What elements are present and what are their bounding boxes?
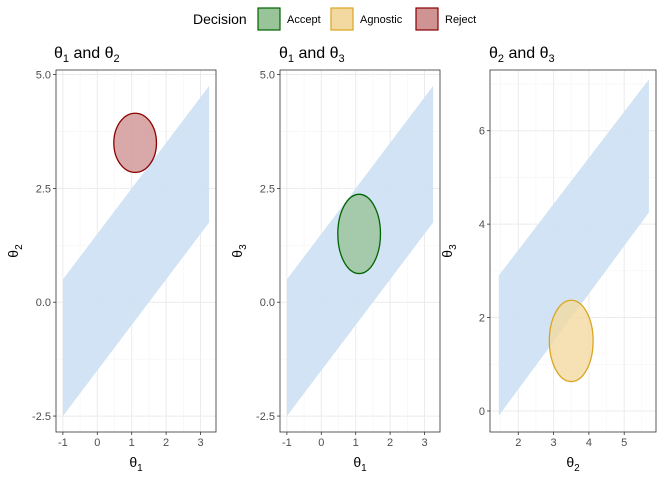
y-axis-label: θ3 (439, 244, 459, 258)
panel-border (55, 69, 217, 433)
panel-title: θ1 and θ2 (54, 45, 120, 65)
panel-title: θ1 and θ3 (279, 45, 345, 65)
y-tick-label: 4 (479, 219, 485, 231)
x-tick-label: 2 (163, 437, 169, 449)
legend-title: Decision (193, 11, 247, 27)
region-ellipse-reject (113, 112, 158, 174)
y-tick-label: 2.5 (260, 183, 275, 195)
y-tick-label: 6 (479, 126, 485, 138)
x-tick-label: 3 (551, 437, 557, 449)
credible-band (62, 85, 210, 417)
y-tick-label: 5.0 (260, 70, 275, 82)
y-tick-label: -2.5 (32, 411, 51, 423)
panel-border (489, 69, 657, 433)
panel-border (279, 69, 441, 433)
legend-key-accept (257, 7, 281, 31)
y-tick-label: 2.5 (36, 183, 51, 195)
legend-label-agnostic: Agnostic (360, 14, 403, 26)
y-axis-label: θ3 (229, 244, 249, 258)
x-tick-label: 0 (318, 437, 324, 449)
panel-1: -1 0 1 2 3 -2.5 0.0 2.5 5.0θ1 and θ2 θ1 θ2 (5, 45, 217, 474)
x-tick-label: 2 (515, 437, 521, 449)
region-ellipse-accept (337, 193, 382, 275)
legend: Decision Accept Agnostic Reject (193, 7, 476, 31)
y-axis-label: θ2 (5, 244, 25, 258)
x-tick-label: -1 (58, 437, 68, 449)
x-axis-label: θ2 (566, 454, 580, 474)
legend-key-reject (415, 7, 439, 31)
y-tick-label: 2 (479, 313, 485, 325)
x-axis-label: θ1 (353, 454, 367, 474)
panel-3: 2 3 4 5 0 2 4 6 θ2 and θ3 θ2 θ3 (439, 45, 657, 474)
x-tick-label: 1 (353, 437, 359, 449)
panel-title: θ2 and θ3 (489, 45, 555, 65)
x-tick-label: -1 (282, 437, 292, 449)
y-tick-label: -2.5 (256, 411, 275, 423)
legend-item-accept: Accept (257, 7, 321, 31)
x-tick-label: 3 (197, 437, 203, 449)
y-tick-label: 0.0 (260, 297, 275, 309)
legend-item-agnostic: Agnostic (330, 7, 403, 31)
legend-key-agnostic (330, 7, 354, 31)
x-tick-label: 4 (586, 437, 592, 449)
y-tick-label: 0.0 (36, 297, 51, 309)
y-tick-label: 0 (479, 406, 485, 418)
x-tick-label: 5 (621, 437, 627, 449)
x-tick-label: 0 (94, 437, 100, 449)
x-tick-label: 3 (421, 437, 427, 449)
y-tick-label: 5.0 (36, 70, 51, 82)
credible-band (498, 79, 649, 416)
x-axis-label: θ1 (129, 454, 143, 474)
legend-label-reject: Reject (445, 14, 476, 26)
region-ellipse-agnostic (548, 299, 594, 383)
panel-2: -1 0 1 2 3 -2.5 0.0 2.5 5.0 θ1 and θ3 θ1 θ3 (229, 45, 441, 474)
x-tick-label: 1 (129, 437, 135, 449)
legend-item-reject: Reject (415, 7, 476, 31)
legend-label-accept: Accept (287, 14, 321, 26)
x-tick-label: 2 (387, 437, 393, 449)
